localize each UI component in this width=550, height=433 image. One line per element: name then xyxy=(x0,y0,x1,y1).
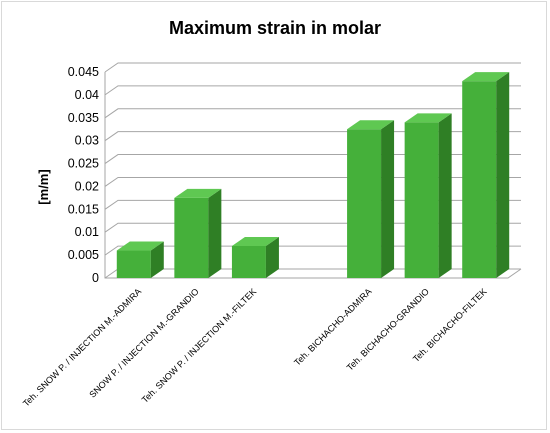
bar-side xyxy=(381,120,395,278)
y-tick-labels: 0 0.005 0.01 0.015 0.02 0.025 0.03 0.035 0.04 0.0… xyxy=(68,65,99,285)
gridline xyxy=(104,154,521,164)
bar-front xyxy=(462,81,497,279)
bar-side xyxy=(208,188,222,278)
chart-title: Maximum strain in molar xyxy=(169,18,381,38)
bar-front xyxy=(231,245,266,278)
y-tick-label: 0.045 xyxy=(68,65,99,79)
y-axis-label: [m/m] xyxy=(36,169,51,204)
bar-side xyxy=(438,113,452,278)
bar-top xyxy=(231,236,279,246)
bar-front xyxy=(174,197,209,278)
x-tick-label: Teh. SNOW P. / INJECTION M.-ADMIRA xyxy=(21,286,143,408)
bar xyxy=(347,120,395,278)
bars xyxy=(116,72,510,279)
bar-front xyxy=(404,122,439,278)
gridline xyxy=(104,245,521,256)
x-tick-label: SNOW P. / INJECTION M.-GRANDIO xyxy=(87,286,200,399)
axis-wall xyxy=(104,72,522,279)
bar-front xyxy=(347,129,382,278)
y-tick-label: 0 xyxy=(92,271,99,285)
bar-top xyxy=(347,120,395,130)
bar xyxy=(174,188,222,278)
bar-front xyxy=(116,250,151,278)
gridline xyxy=(104,222,521,233)
y-tick-label: 0.015 xyxy=(68,202,99,216)
y-tick-label: 0.025 xyxy=(68,157,99,171)
gridlines xyxy=(104,62,522,279)
bar xyxy=(404,113,452,278)
bar-side xyxy=(265,236,279,278)
bar-top xyxy=(116,241,164,251)
gridline xyxy=(104,199,521,210)
gridline xyxy=(104,62,521,73)
bar-side xyxy=(496,72,510,279)
bar-side xyxy=(150,241,164,278)
gridline xyxy=(104,131,521,142)
bar xyxy=(231,236,279,278)
y-tick-label: 0.02 xyxy=(75,179,99,193)
x-tick-label: Teh. SNOW P. / INJECTION M.-FILTEK xyxy=(140,286,259,405)
gridline xyxy=(104,85,521,96)
y-tick-label: 0.01 xyxy=(75,225,99,239)
bar-top xyxy=(462,72,510,82)
y-tick-label: 0.04 xyxy=(75,88,99,102)
gridline xyxy=(104,108,521,119)
gridline xyxy=(104,268,521,279)
y-tick-label: 0.035 xyxy=(68,111,99,125)
y-tick-label: 0.03 xyxy=(75,134,99,148)
bar xyxy=(116,241,164,278)
y-tick-label: 0.005 xyxy=(68,248,99,262)
gridline xyxy=(104,176,521,187)
bar-top xyxy=(404,113,452,123)
bar xyxy=(462,72,510,279)
bar-top xyxy=(174,188,222,198)
